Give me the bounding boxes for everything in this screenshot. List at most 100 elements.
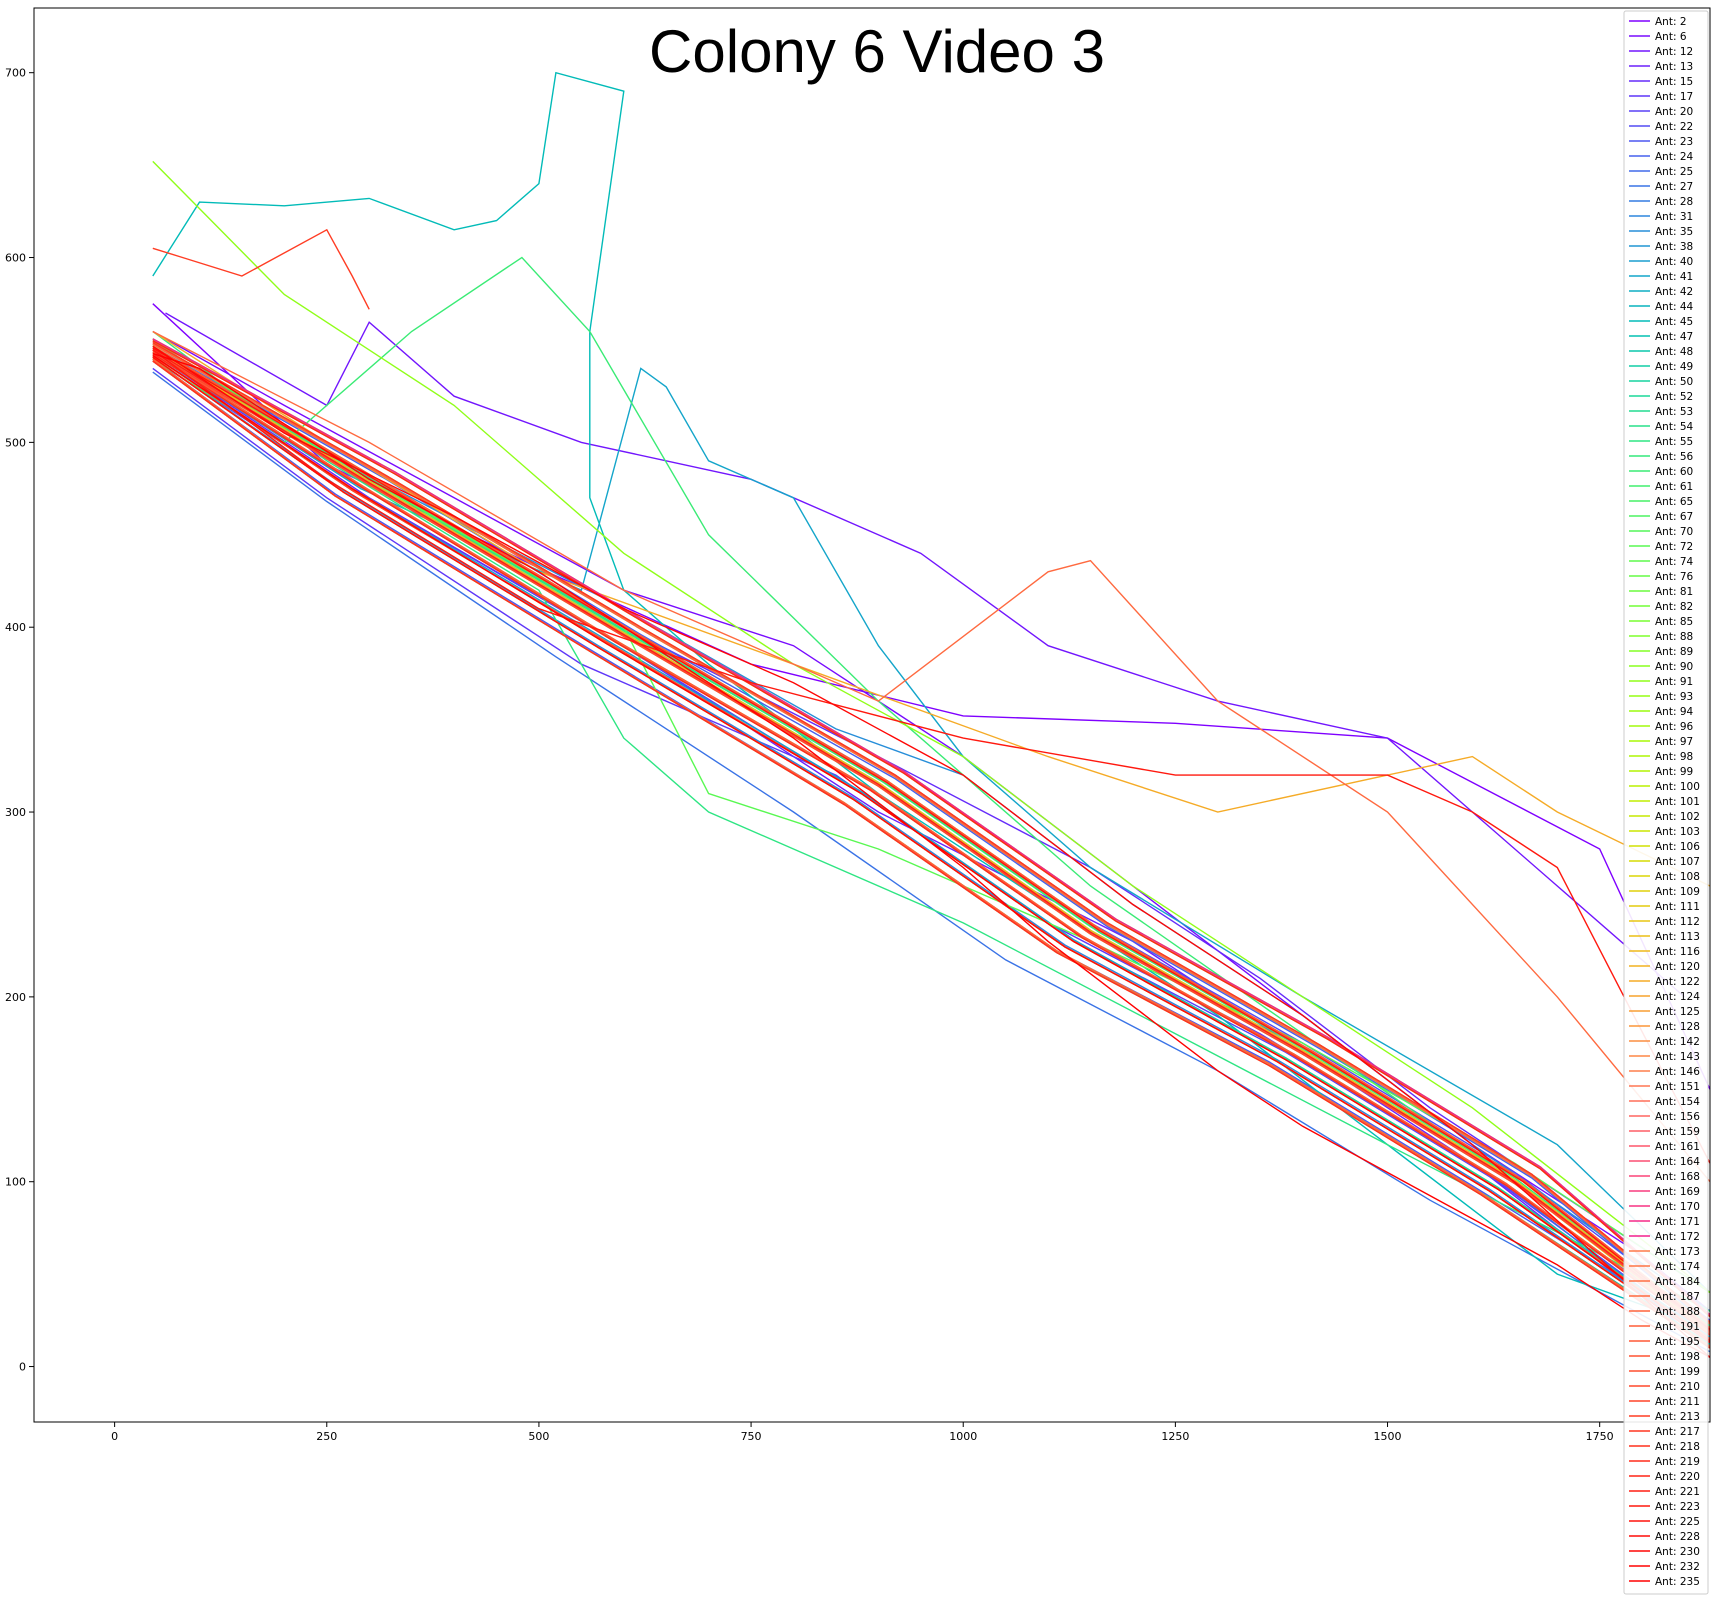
legend: Ant: 2 Ant: 6 Ant: 12 Ant: 13 Ant: 15 Ant: 17… bbox=[1623, 10, 1709, 1595]
legend-label: Ant: 187 bbox=[1655, 1291, 1700, 1303]
legend-label: Ant: 65 bbox=[1655, 496, 1693, 508]
legend-label: Ant: 164 bbox=[1655, 1156, 1700, 1168]
legend-label: Ant: 50 bbox=[1655, 376, 1693, 388]
legend-label: Ant: 45 bbox=[1655, 316, 1693, 328]
legend-label: Ant: 171 bbox=[1655, 1216, 1700, 1228]
series-line-91 bbox=[152, 351, 1711, 1332]
legend-label: Ant: 191 bbox=[1655, 1321, 1700, 1333]
legend-label: Ant: 48 bbox=[1655, 346, 1693, 358]
series-line-44 bbox=[152, 160, 1711, 1294]
plot-lines bbox=[152, 71, 1711, 1358]
legend-label: Ant: 96 bbox=[1655, 721, 1694, 733]
legend-label: Ant: 223 bbox=[1655, 1501, 1700, 1513]
x-tick-label: 1500 bbox=[1374, 1430, 1402, 1443]
legend-label: Ant: 90 bbox=[1655, 661, 1693, 673]
legend-label: Ant: 54 bbox=[1655, 421, 1694, 433]
legend-label: Ant: 88 bbox=[1655, 631, 1693, 643]
legend-label: Ant: 108 bbox=[1655, 871, 1700, 883]
legend-label: Ant: 98 bbox=[1655, 751, 1693, 763]
legend-label: Ant: 124 bbox=[1655, 991, 1700, 1003]
legend-label: Ant: 172 bbox=[1655, 1231, 1700, 1243]
legend-label: Ant: 198 bbox=[1655, 1351, 1700, 1363]
y-tick-label: 0 bbox=[19, 1361, 26, 1374]
legend-label: Ant: 168 bbox=[1655, 1171, 1700, 1183]
axes-frame bbox=[33, 7, 1711, 1423]
legend-label: Ant: 74 bbox=[1655, 556, 1694, 568]
legend-label: Ant: 161 bbox=[1655, 1141, 1700, 1153]
series-line-86 bbox=[152, 343, 1711, 1325]
legend-label: Ant: 2 bbox=[1655, 16, 1687, 28]
legend-label: Ant: 23 bbox=[1655, 136, 1693, 148]
series-line-101 bbox=[152, 356, 1711, 1344]
x-tick-label: 250 bbox=[316, 1430, 337, 1443]
legend-label: Ant: 111 bbox=[1655, 901, 1700, 913]
legend-label: Ant: 217 bbox=[1655, 1426, 1700, 1438]
y-tick-label: 300 bbox=[5, 806, 26, 819]
legend-label: Ant: 85 bbox=[1655, 616, 1693, 628]
chart-title: Colony 6 Video 3 bbox=[649, 18, 1105, 85]
legend-label: Ant: 56 bbox=[1655, 451, 1694, 463]
series-line-96 bbox=[152, 353, 1711, 1336]
legend-label: Ant: 195 bbox=[1655, 1336, 1700, 1348]
legend-box bbox=[1623, 10, 1709, 1595]
legend-label: Ant: 70 bbox=[1655, 526, 1693, 538]
legend-label: Ant: 112 bbox=[1655, 916, 1700, 928]
legend-label: Ant: 218 bbox=[1655, 1441, 1700, 1453]
x-axis: 0 250 500 750 1000 1250 1500 1750 bbox=[111, 1422, 1614, 1443]
series-line-94 bbox=[152, 341, 1711, 1323]
legend-label: Ant: 156 bbox=[1655, 1111, 1700, 1123]
legend-label: Ant: 219 bbox=[1655, 1456, 1700, 1468]
y-tick-label: 500 bbox=[5, 436, 26, 449]
legend-label: Ant: 72 bbox=[1655, 541, 1693, 553]
legend-label: Ant: 199 bbox=[1655, 1366, 1700, 1378]
series-line-85 bbox=[152, 330, 1711, 1183]
legend-label: Ant: 210 bbox=[1655, 1381, 1700, 1393]
x-tick-label: 1000 bbox=[949, 1430, 977, 1443]
legend-label: Ant: 22 bbox=[1655, 121, 1693, 133]
y-tick-label: 100 bbox=[5, 1176, 26, 1189]
series-line-88 bbox=[152, 351, 1711, 1334]
series-line-64 bbox=[152, 330, 1711, 887]
x-tick-label: 1250 bbox=[1161, 1430, 1189, 1443]
legend-label: Ant: 235 bbox=[1655, 1576, 1700, 1588]
legend-label: Ant: 67 bbox=[1655, 511, 1693, 523]
legend-label: Ant: 41 bbox=[1655, 271, 1693, 283]
legend-label: Ant: 99 bbox=[1655, 766, 1693, 778]
series-line-104 bbox=[152, 352, 1711, 1358]
series-line-95 bbox=[152, 360, 1711, 1349]
legend-label: Ant: 102 bbox=[1655, 811, 1700, 823]
legend-label: Ant: 53 bbox=[1655, 406, 1693, 418]
x-tick-label: 750 bbox=[741, 1430, 762, 1443]
legend-label: Ant: 120 bbox=[1655, 961, 1700, 973]
legend-label: Ant: 154 bbox=[1655, 1096, 1700, 1108]
legend-label: Ant: 94 bbox=[1655, 706, 1694, 718]
series-line-28 bbox=[152, 330, 1711, 1312]
legend-label: Ant: 159 bbox=[1655, 1126, 1700, 1138]
legend-label: Ant: 12 bbox=[1655, 46, 1693, 58]
legend-label: Ant: 89 bbox=[1655, 646, 1693, 658]
legend-label: Ant: 31 bbox=[1655, 211, 1693, 223]
y-tick-label: 400 bbox=[5, 621, 26, 634]
legend-label: Ant: 24 bbox=[1655, 151, 1694, 163]
legend-label: Ant: 55 bbox=[1655, 436, 1693, 448]
series-line-99 bbox=[152, 349, 1711, 1164]
legend-label: Ant: 60 bbox=[1655, 466, 1693, 478]
legend-label: Ant: 213 bbox=[1655, 1411, 1700, 1423]
y-tick-label: 200 bbox=[5, 991, 26, 1004]
legend-label: Ant: 25 bbox=[1655, 166, 1693, 178]
legend-label: Ant: 61 bbox=[1655, 481, 1693, 493]
legend-label: Ant: 143 bbox=[1655, 1051, 1700, 1063]
series-line-2 bbox=[165, 312, 1685, 998]
legend-label: Ant: 13 bbox=[1655, 61, 1693, 73]
legend-label: Ant: 28 bbox=[1655, 196, 1693, 208]
legend-label: Ant: 221 bbox=[1655, 1486, 1700, 1498]
legend-label: Ant: 35 bbox=[1655, 226, 1693, 238]
legend-label: Ant: 17 bbox=[1655, 91, 1693, 103]
legend-label: Ant: 81 bbox=[1655, 586, 1693, 598]
legend-label: Ant: 101 bbox=[1655, 796, 1700, 808]
legend-label: Ant: 184 bbox=[1655, 1276, 1700, 1288]
series-line-103 bbox=[152, 354, 1711, 1342]
legend-label: Ant: 52 bbox=[1655, 391, 1693, 403]
legend-label: Ant: 173 bbox=[1655, 1246, 1700, 1258]
